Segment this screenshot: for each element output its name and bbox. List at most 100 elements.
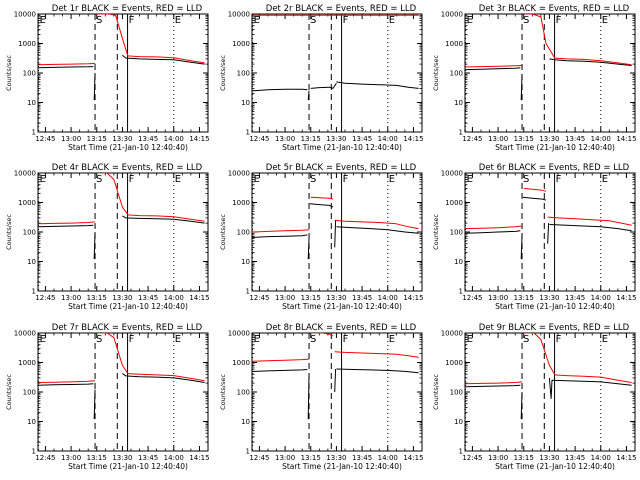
x-tick-label: 13:30 [539,294,559,302]
series-lld-line [465,225,523,230]
x-axis-label: Start Time (21-Jan-10 12:40:40) [68,462,188,471]
x-tick-label: 13:15 [514,294,534,302]
y-axis-label: Counts/sec [432,374,440,410]
x-tick-label: 13:15 [301,135,321,143]
series-lld-line [554,374,632,383]
series-events-line [522,196,547,201]
series-events-line [309,203,334,208]
x-tick-label: 13:15 [514,454,534,462]
x-tick-label: 13:00 [488,454,508,462]
series-events-line [307,374,310,420]
series-lld-line [554,57,632,66]
y-tick-label: 1 [32,288,36,296]
series-lld-line [96,173,129,215]
x-tick-label: 14:00 [591,135,611,143]
series-events-line [520,74,523,101]
x-tick-label: 12:45 [462,135,482,143]
x-tick-label: 12:45 [35,294,55,302]
x-tick-label: 14:00 [591,454,611,462]
y-tick-label: 1 [459,288,463,296]
x-tick-label: 14:00 [378,454,398,462]
y-axis-label: Counts/sec [5,55,13,91]
x-tick-label: 13:30 [112,454,132,462]
panel-title: Det 2r BLACK = Events, RED = LLD [266,4,417,14]
x-tick-label: 13:00 [488,294,508,302]
series-events-line [122,373,205,383]
x-axis-label: Start Time (21-Jan-10 12:40:40) [282,462,402,471]
x-tick-label: 13:30 [112,294,132,302]
marker-label: F [129,15,135,26]
marker-label: S [96,15,102,26]
x-tick-label: 14:15 [616,454,636,462]
marker-label: E [602,174,608,185]
series-lld-line [310,333,334,337]
x-tick-label: 14:15 [189,294,209,302]
panel-title: Det 4r BLACK = Events, RED = LLD [52,163,203,173]
series-lld-line [334,351,419,358]
x-tick-label: 12:45 [249,454,269,462]
y-tick-label: 1000 [445,199,463,207]
series-events-line [334,368,337,393]
marker-label: E [40,15,46,26]
series-lld-line [38,380,96,383]
marker-label: E [602,15,608,26]
series-events-line [548,377,632,399]
y-tick-label: 10 [454,418,463,426]
marker-label: S [523,174,529,185]
marker-label: E [40,174,46,185]
series-events-line [520,234,523,260]
x-axis-label: Start Time (21-Jan-10 12:40:40) [495,302,615,311]
y-tick-label: 10000 [441,11,463,19]
series-lld-line [38,63,96,66]
series-lld-line [523,14,556,58]
y-axis-label: Counts/sec [219,214,227,250]
series-lld-line [127,55,205,64]
x-tick-label: 13:15 [514,135,534,143]
marker-label: E [602,334,608,345]
y-tick-label: 10000 [441,170,463,178]
marker-label: E [467,174,473,185]
series-lld-line [96,333,129,374]
marker-label: E [389,174,395,185]
x-tick-label: 13:45 [565,454,585,462]
y-tick-label: 1 [32,448,36,456]
y-tick-label: 1000 [18,359,36,367]
marker-label: E [254,334,260,345]
y-tick-label: 100 [23,70,36,78]
x-axis-label: Start Time (21-Jan-10 12:40:40) [495,143,615,152]
detector-panel-2: Det 2r BLACK = Events, RED = LLD 1 10 100 10… [219,4,424,152]
y-tick-label: 100 [23,229,36,237]
series-events-line [307,90,310,101]
x-tick-label: 13:30 [539,135,559,143]
x-tick-label: 14:00 [378,294,398,302]
x-tick-label: 12:45 [462,454,482,462]
x-tick-label: 14:00 [378,135,398,143]
x-tick-label: 14:15 [403,135,423,143]
y-tick-label: 1 [246,129,250,137]
x-tick-label: 13:15 [87,135,107,143]
y-tick-label: 100 [450,229,463,237]
panel-title: Det 1r BLACK = Events, RED = LLD [52,4,203,14]
series-events-line [465,230,521,234]
y-axis-label: Counts/sec [219,55,227,91]
marker-label: F [343,174,349,185]
x-tick-label: 13:00 [61,294,81,302]
detector-panel-4: Det 4r BLACK = Events, RED = LLD 1 10 100 10… [5,163,210,311]
series-events-line [252,234,308,238]
y-tick-label: 10 [241,99,250,107]
x-tick-label: 12:45 [249,135,269,143]
y-tick-label: 10000 [14,11,36,19]
y-tick-label: 100 [450,70,463,78]
marker-label: F [129,334,135,345]
x-tick-label: 13:00 [61,454,81,462]
x-tick-label: 13:00 [275,294,295,302]
y-tick-label: 1000 [232,359,250,367]
x-axis-label: Start Time (21-Jan-10 12:40:40) [68,302,188,311]
y-tick-label: 10 [27,99,36,107]
x-tick-label: 12:45 [249,294,269,302]
x-tick-label: 14:15 [616,294,636,302]
y-tick-label: 100 [237,389,250,397]
y-tick-label: 10000 [14,330,36,338]
marker-label: F [129,174,135,185]
